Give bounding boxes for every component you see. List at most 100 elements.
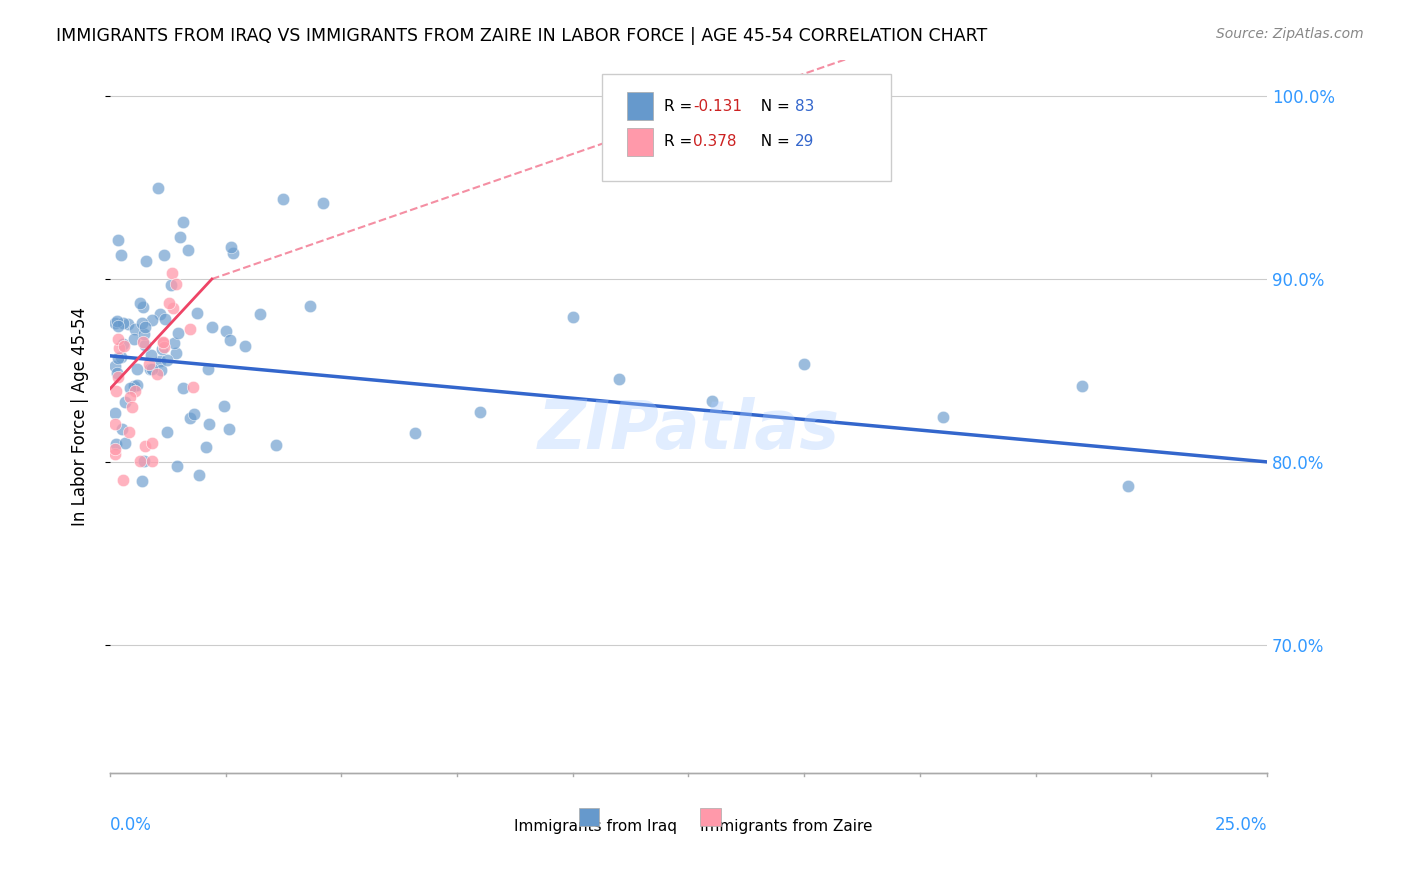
Point — [120, 391, 142, 405]
Point — [122, 378, 145, 392]
Text: Source: ZipAtlas.com: Source: ZipAtlas.com — [1216, 27, 1364, 41]
Point — [264, 437, 287, 451]
Point — [152, 335, 174, 350]
Point — [138, 362, 160, 376]
Y-axis label: In Labor Force | Age 45-54: In Labor Force | Age 45-54 — [72, 307, 89, 525]
Point — [107, 351, 129, 365]
Point — [104, 417, 127, 432]
Point — [105, 437, 128, 451]
Point — [111, 422, 134, 436]
Point — [111, 336, 134, 351]
Point — [146, 181, 169, 195]
Point — [120, 381, 142, 395]
Point — [163, 335, 186, 350]
Point — [167, 326, 190, 341]
Bar — [627, 128, 652, 156]
Point — [1116, 479, 1139, 493]
Text: N =: N = — [751, 135, 794, 149]
Text: R =: R = — [664, 135, 697, 149]
Point — [134, 337, 156, 351]
Point — [793, 357, 815, 371]
Text: 0.378: 0.378 — [693, 135, 737, 149]
Point — [218, 333, 240, 347]
Point — [131, 316, 153, 330]
Point — [150, 342, 173, 356]
Point — [186, 305, 208, 319]
Text: 29: 29 — [794, 135, 814, 149]
Point — [157, 296, 180, 310]
Point — [141, 454, 163, 468]
Point — [112, 473, 135, 487]
Point — [107, 332, 129, 346]
Point — [104, 317, 127, 331]
Text: IMMIGRANTS FROM IRAQ VS IMMIGRANTS FROM ZAIRE IN LABOR FORCE | AGE 45-54 CORRELA: IMMIGRANTS FROM IRAQ VS IMMIGRANTS FROM … — [56, 27, 987, 45]
Point — [162, 301, 184, 316]
Point — [153, 340, 176, 354]
Text: 0.0%: 0.0% — [110, 815, 152, 833]
Point — [194, 440, 217, 454]
Point — [155, 425, 177, 440]
Point — [124, 332, 146, 346]
Point — [249, 307, 271, 321]
Point — [141, 436, 163, 450]
Point — [165, 345, 187, 359]
Text: N =: N = — [751, 99, 794, 113]
Point — [273, 192, 295, 206]
Point — [181, 379, 204, 393]
Point — [105, 366, 128, 380]
Text: Immigrants from Zaire: Immigrants from Zaire — [700, 819, 873, 834]
Point — [132, 453, 155, 467]
Point — [121, 400, 143, 414]
Point — [129, 296, 152, 310]
Point — [112, 339, 135, 353]
Point — [179, 322, 201, 336]
Point — [221, 239, 243, 253]
Point — [187, 467, 209, 482]
Point — [104, 406, 127, 420]
Point — [132, 326, 155, 341]
Point — [114, 395, 136, 409]
Point — [212, 400, 235, 414]
Point — [104, 447, 127, 461]
Point — [138, 357, 160, 371]
Point — [124, 384, 146, 398]
Point — [124, 322, 146, 336]
Point — [166, 458, 188, 473]
Point — [159, 277, 181, 292]
Point — [141, 362, 163, 376]
Point — [299, 299, 322, 313]
Point — [114, 436, 136, 450]
Point — [107, 318, 129, 333]
Point — [149, 307, 172, 321]
Text: 83: 83 — [794, 99, 814, 113]
Point — [233, 339, 256, 353]
Point — [131, 300, 153, 314]
Point — [104, 359, 127, 373]
Point — [470, 405, 492, 419]
FancyBboxPatch shape — [602, 74, 891, 181]
Point — [141, 313, 163, 327]
Point — [105, 384, 128, 398]
Point — [132, 334, 155, 349]
Point — [312, 196, 335, 211]
Point — [128, 454, 150, 468]
Text: R =: R = — [664, 99, 697, 113]
Point — [197, 362, 219, 376]
Point — [152, 334, 174, 349]
Text: ZIPatlas: ZIPatlas — [537, 398, 839, 464]
Point — [215, 324, 238, 338]
Point — [110, 248, 132, 262]
Point — [105, 314, 128, 328]
Point — [153, 248, 176, 262]
Point — [107, 370, 129, 384]
Point — [700, 394, 723, 409]
Point — [179, 410, 201, 425]
Point — [177, 244, 200, 258]
Point — [218, 422, 240, 436]
Point — [561, 310, 583, 325]
Point — [107, 233, 129, 247]
Point — [607, 372, 630, 386]
Point — [221, 245, 243, 260]
Point — [153, 311, 176, 326]
Text: -0.131: -0.131 — [693, 99, 742, 113]
